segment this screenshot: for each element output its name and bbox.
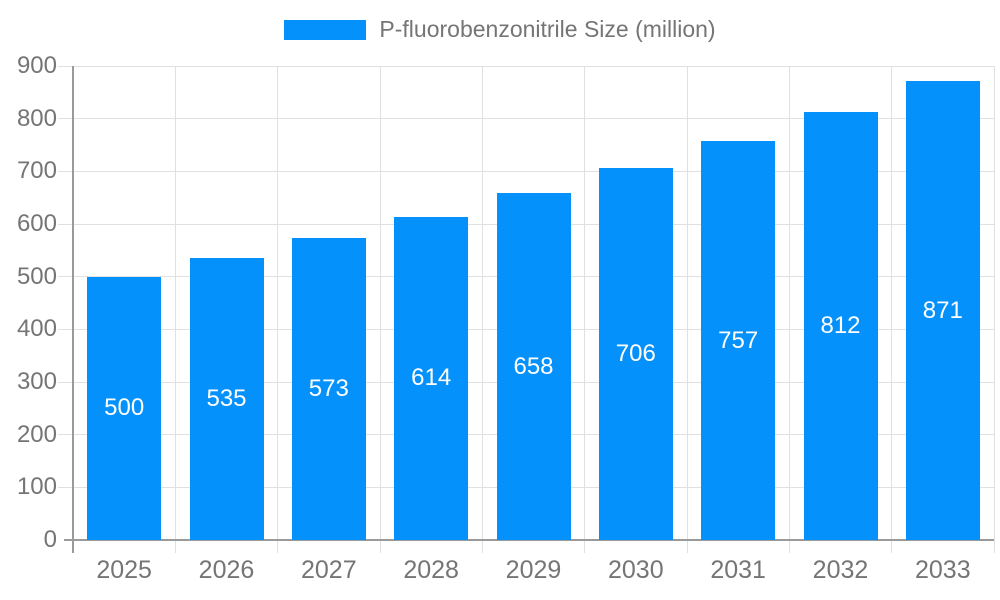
y-axis-tick-label: 800 [16,104,57,132]
x-gridline [481,66,483,553]
bar-2026 [189,258,264,540]
y-axis-tick-label: 300 [16,368,57,395]
bar-2031 [701,141,776,540]
x-axis-tick-label: 2029 [505,556,562,584]
x-gridline [584,66,586,553]
y-axis-tick-label: 400 [16,315,57,343]
x-axis-tick-label: 2033 [915,556,971,584]
y-axis-line [72,66,74,553]
legend-item[interactable]: P-fluorobenzonitrile Size (million) [284,16,716,43]
bar-2033 [905,81,980,540]
bar-value-label: 500 [104,394,145,422]
y-axis-tick-label: 600 [16,210,57,237]
x-axis-tick-label: 2028 [403,556,459,584]
x-gridline [788,66,790,553]
y-axis-tick-label: 900 [16,52,57,79]
x-gridline [993,66,995,553]
bar-2025 [87,276,162,540]
bar-value-label: 614 [411,364,452,392]
x-gridline [686,66,688,553]
bar-value-label: 757 [718,326,759,354]
y-gridline [58,65,994,67]
x-axis-tick-label: 2030 [608,556,664,584]
x-gridline [174,66,176,553]
legend-swatch [284,19,367,40]
legend-label: P-fluorobenzonitrile Size (million) [379,16,716,42]
bar-2032 [803,112,878,540]
x-axis-tick-label: 2025 [96,556,152,584]
bar-2030 [598,168,673,540]
y-axis-tick-label: 0 [43,526,57,553]
x-axis-line [64,539,994,541]
x-axis-tick-label: 2032 [812,556,869,584]
x-axis-tick-label: 2026 [198,556,255,584]
x-gridline [891,66,893,553]
y-axis-tick-label: 200 [16,420,57,448]
bar-value-label: 706 [615,340,656,368]
y-gridline [58,170,994,172]
bar-value-label: 658 [513,352,554,380]
y-gridline [58,118,994,120]
legend: P-fluorobenzonitrile Size (million) [0,16,1000,43]
y-axis-tick-label: 100 [16,473,57,501]
bar-2029 [496,193,571,540]
bar-value-label: 573 [308,375,349,403]
x-axis-tick-label: 2027 [301,556,357,584]
bar-value-label: 812 [820,312,861,340]
y-axis-tick-label: 500 [16,262,57,290]
bar-2027 [291,238,366,540]
x-gridline [379,66,381,553]
x-gridline [277,66,279,553]
x-axis-tick-label: 2031 [710,556,766,584]
bar-value-label: 535 [206,385,247,413]
bar-2028 [394,216,469,540]
bar-value-label: 871 [922,296,963,324]
y-axis-tick-label: 700 [16,157,57,185]
